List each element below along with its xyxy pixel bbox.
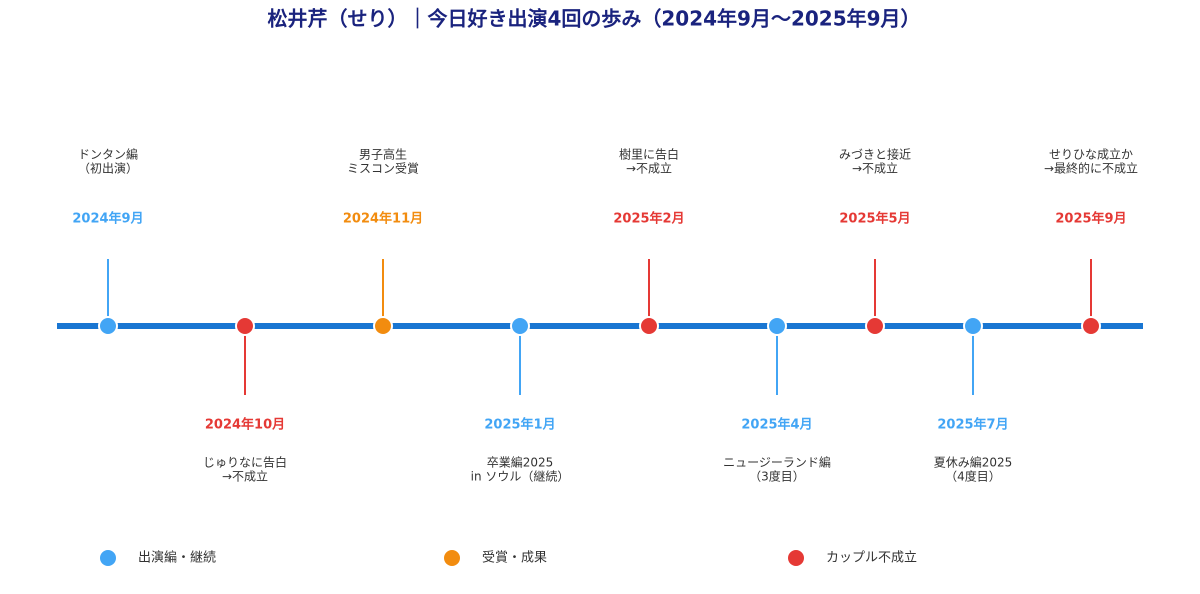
event-label: せりひな成立か	[1049, 147, 1133, 162]
event-label: →不成立	[852, 161, 898, 176]
event-date: 2024年9月	[72, 211, 143, 227]
event-label: （4度目）	[945, 469, 1001, 484]
event-label: →不成立	[222, 469, 268, 484]
event-dot	[510, 316, 530, 336]
event-label: 夏休み編2025	[934, 455, 1013, 470]
event-dot	[373, 316, 393, 336]
event-label: 卒業編2025	[487, 455, 554, 470]
event-label: ドンタン編	[78, 147, 138, 162]
event-label: みづきと接近	[839, 147, 911, 162]
legend-dot	[100, 550, 116, 566]
event-date: 2025年9月	[1055, 211, 1126, 227]
event-date: 2024年11月	[343, 211, 423, 227]
event-label: （3度目）	[749, 469, 805, 484]
event-label: ニュージーランド編	[723, 455, 831, 470]
event-label: 男子高生	[359, 147, 407, 162]
event-dot	[639, 316, 659, 336]
event-date: 2025年7月	[937, 417, 1008, 433]
event-label: 樹里に告白	[619, 147, 679, 162]
event-date: 2025年5月	[839, 211, 910, 227]
legend-label: 受賞・成果	[482, 551, 547, 566]
event-dot	[865, 316, 885, 336]
event-date: 2025年1月	[484, 417, 555, 433]
event-dot	[1081, 316, 1101, 336]
event-date: 2024年10月	[205, 417, 285, 433]
event-dot	[235, 316, 255, 336]
event-dot	[98, 316, 118, 336]
event-date: 2025年4月	[741, 417, 812, 433]
legend-dot	[788, 550, 804, 566]
event-label: →不成立	[626, 161, 672, 176]
legend-label: 出演編・継続	[138, 550, 216, 566]
event-dot	[767, 316, 787, 336]
title: 松井芹（せり）｜今日好き出演4回の歩み（2024年9月〜2025年9月）	[267, 7, 920, 31]
event-label: →最終的に不成立	[1044, 161, 1138, 176]
event-label: in ソウル（継続）	[471, 469, 570, 484]
event-label: （初出演）	[78, 161, 138, 176]
legend-label: カップル不成立	[826, 551, 917, 566]
legend-dot	[444, 550, 460, 566]
event-date: 2025年2月	[613, 211, 684, 227]
event-label: ミスコン受賞	[347, 162, 419, 176]
event-dot	[963, 316, 983, 336]
event-label: じゅりなに告白	[203, 455, 287, 470]
